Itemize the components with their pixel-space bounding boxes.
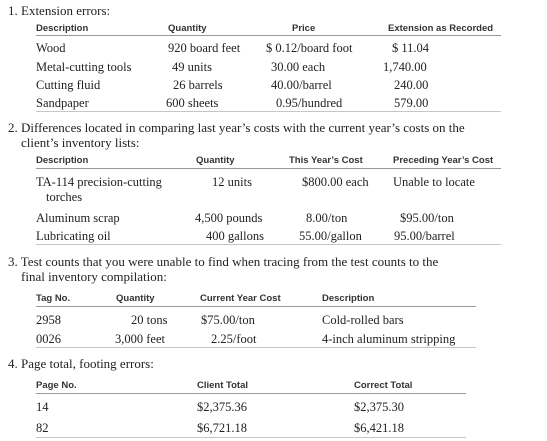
s1-header-extension: Extension as Recorded <box>388 23 494 34</box>
s2-row1-quantity: 12 units <box>212 175 252 189</box>
s4-row2-page: 82 <box>36 421 49 435</box>
s2-header-description: Description <box>36 155 89 166</box>
s1-row2-description: Metal-cutting tools <box>36 60 132 74</box>
s2-row1-description-line2: torches <box>46 190 83 204</box>
s2-header-rule <box>36 168 501 169</box>
s1-row2-price: 30.00 each <box>271 60 326 74</box>
section-2-title-line2: client’s inventory lists: <box>21 135 140 150</box>
s3-row2-quantity: 3,000 feet <box>115 332 165 346</box>
s4-row2-correct-total: $6,421.18 <box>354 421 404 435</box>
section-2-title-line1: 2. Differences located in comparing last… <box>8 120 465 135</box>
s3-row1-description: Cold-rolled bars <box>322 313 404 327</box>
s1-header-price: Price <box>292 23 316 34</box>
s1-row4-description: Sandpaper <box>36 96 89 110</box>
s1-row3-description: Cutting fluid <box>36 78 101 92</box>
s2-header-this-year: This Year’s Cost <box>289 155 363 166</box>
s2-row3-this-year: 55.00/gallon <box>299 229 362 243</box>
s1-row1-price: $ 0.12/board foot <box>266 41 353 55</box>
s1-row3-quantity: 26 barrels <box>173 78 223 92</box>
s3-row1-quantity: 20 tons <box>131 313 168 327</box>
s1-row2-quantity: 49 units <box>172 60 212 74</box>
s1-row2-extension: 1,740.00 <box>383 60 427 74</box>
s4-header-rule <box>36 393 466 394</box>
s3-header-rule <box>36 306 476 307</box>
s1-row4-quantity: 600 sheets <box>166 96 219 110</box>
section-3-title-line2: final inventory compilation: <box>21 269 167 284</box>
s2-row2-preceding: $95.00/ton <box>400 211 454 225</box>
s2-row1-this-year: $800.00 each <box>302 175 369 189</box>
s2-row3-quantity: 400 gallons <box>206 229 264 243</box>
s1-row4-extension: 579.00 <box>394 96 429 110</box>
s4-header-page-no: Page No. <box>36 380 77 391</box>
s4-row1-client-total: $2,375.36 <box>197 400 247 414</box>
s1-header-description: Description <box>36 23 89 34</box>
s1-header-quantity: Quantity <box>168 23 207 34</box>
s1-row3-price: 40.00/barrel <box>271 78 332 92</box>
s1-bottom-rule <box>36 111 501 112</box>
s4-header-correct-total: Correct Total <box>354 380 413 391</box>
s3-row2-tag: 0026 <box>36 332 61 346</box>
section-4-title: 4. Page total, footing errors: <box>8 356 154 371</box>
s3-row1-cost: $75.00/ton <box>201 313 255 327</box>
section-3-title-line1: 3. Test counts that you were unable to f… <box>8 254 439 269</box>
section-1-title: 1. Extension errors: <box>8 3 111 18</box>
s2-bottom-rule <box>36 244 501 245</box>
s2-row3-description: Lubricating oil <box>36 229 111 243</box>
s2-row1-preceding: Unable to locate <box>393 175 475 189</box>
s2-row3-preceding: 95.00/barrel <box>394 229 455 243</box>
s2-row2-quantity: 4,500 pounds <box>195 211 263 225</box>
s4-row1-correct-total: $2,375.30 <box>354 400 404 414</box>
s3-row1-tag: 2958 <box>36 313 61 327</box>
s3-header-current-year-cost: Current Year Cost <box>200 293 281 304</box>
s4-row2-client-total: $6,721.18 <box>197 421 247 435</box>
s3-row2-cost: 2.25/foot <box>211 332 257 346</box>
s2-row1-description-line1: TA-114 precision-cutting <box>36 175 162 189</box>
s3-row2-description: 4-inch aluminum stripping <box>322 332 456 346</box>
s2-header-quantity: Quantity <box>196 155 235 166</box>
s1-row1-quantity: 920 board feet <box>168 41 241 55</box>
s2-row2-this-year: 8.00/ton <box>306 211 348 225</box>
s4-header-client-total: Client Total <box>197 380 249 391</box>
s1-header-rule <box>36 35 501 36</box>
s1-row1-extension: $ 11.04 <box>392 41 430 55</box>
s3-header-tag-no: Tag No. <box>36 293 71 304</box>
s1-row3-extension: 240.00 <box>394 78 429 92</box>
s3-header-description: Description <box>322 293 375 304</box>
s3-bottom-rule <box>36 347 476 348</box>
s1-row4-price: 0.95/hundred <box>276 96 343 110</box>
s2-row2-description: Aluminum scrap <box>36 211 120 225</box>
s3-header-quantity: Quantity <box>116 293 155 304</box>
s2-header-preceding-year: Preceding Year’s Cost <box>393 155 494 166</box>
s4-row1-page: 14 <box>36 400 49 414</box>
s1-row1-description: Wood <box>36 41 66 55</box>
s4-bottom-rule <box>36 437 466 438</box>
